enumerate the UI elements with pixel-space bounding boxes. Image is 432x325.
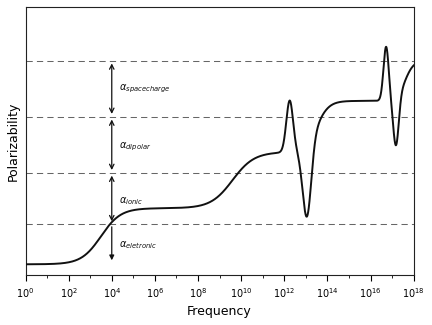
Text: $\alpha$$_{\mathregular{ionic}}$: $\alpha$$_{\mathregular{ionic}}$ [119, 195, 144, 207]
Text: $\alpha$$_{\mathregular{dipolar}}$: $\alpha$$_{\mathregular{dipolar}}$ [119, 141, 152, 153]
Text: $\alpha$$_{\mathregular{space charge}}$: $\alpha$$_{\mathregular{space charge}}$ [119, 83, 171, 95]
Text: $\alpha$$_{\mathregular{eletronic}}$: $\alpha$$_{\mathregular{eletronic}}$ [119, 239, 158, 251]
X-axis label: Frequency: Frequency [187, 305, 252, 318]
Y-axis label: Polarizability: Polarizability [7, 101, 20, 181]
